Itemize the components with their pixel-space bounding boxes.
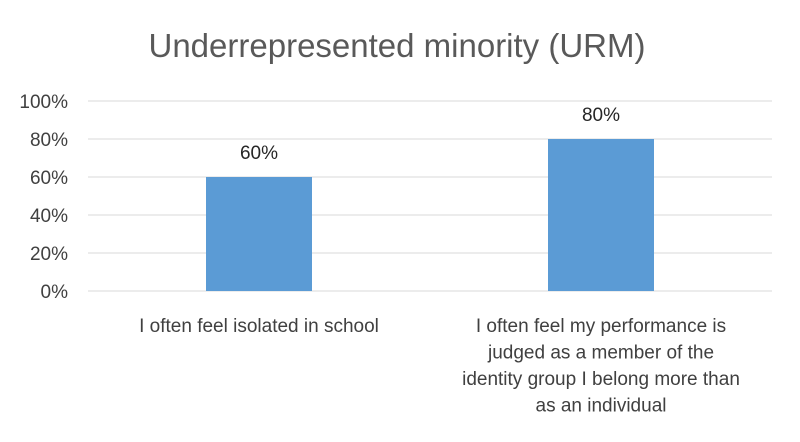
bar: [206, 177, 312, 291]
y-tick-label: 40%: [30, 206, 68, 227]
category-label-line: judged as a member of the: [487, 343, 714, 364]
y-tick-label: 20%: [30, 244, 68, 265]
data-label: 60%: [240, 143, 278, 164]
data-labels: 60% 80%: [240, 105, 620, 164]
gridlines: [88, 100, 772, 292]
category-label-line: I often feel my performance is: [476, 316, 726, 337]
y-tick-label: 100%: [19, 92, 68, 113]
category-label-line: I often feel isolated in school: [139, 316, 379, 337]
y-tick-label: 60%: [30, 168, 68, 189]
x-axis-categories: I often feel isolated in school I often f…: [139, 316, 740, 417]
category-label-line: identity group I belong more than: [462, 369, 740, 390]
category-label-line: as an individual: [536, 396, 667, 417]
bars: [206, 139, 654, 291]
y-axis-ticks: 0% 20% 40% 60% 80% 100%: [19, 92, 68, 303]
y-tick-label: 0%: [41, 282, 69, 303]
category-label: I often feel my performance is judged as …: [462, 316, 740, 417]
category-label: I often feel isolated in school: [139, 316, 379, 337]
chart-title: Underrepresented minority (URM): [149, 27, 646, 64]
data-label: 80%: [582, 105, 620, 126]
bar: [548, 139, 654, 291]
y-tick-label: 80%: [30, 130, 68, 151]
